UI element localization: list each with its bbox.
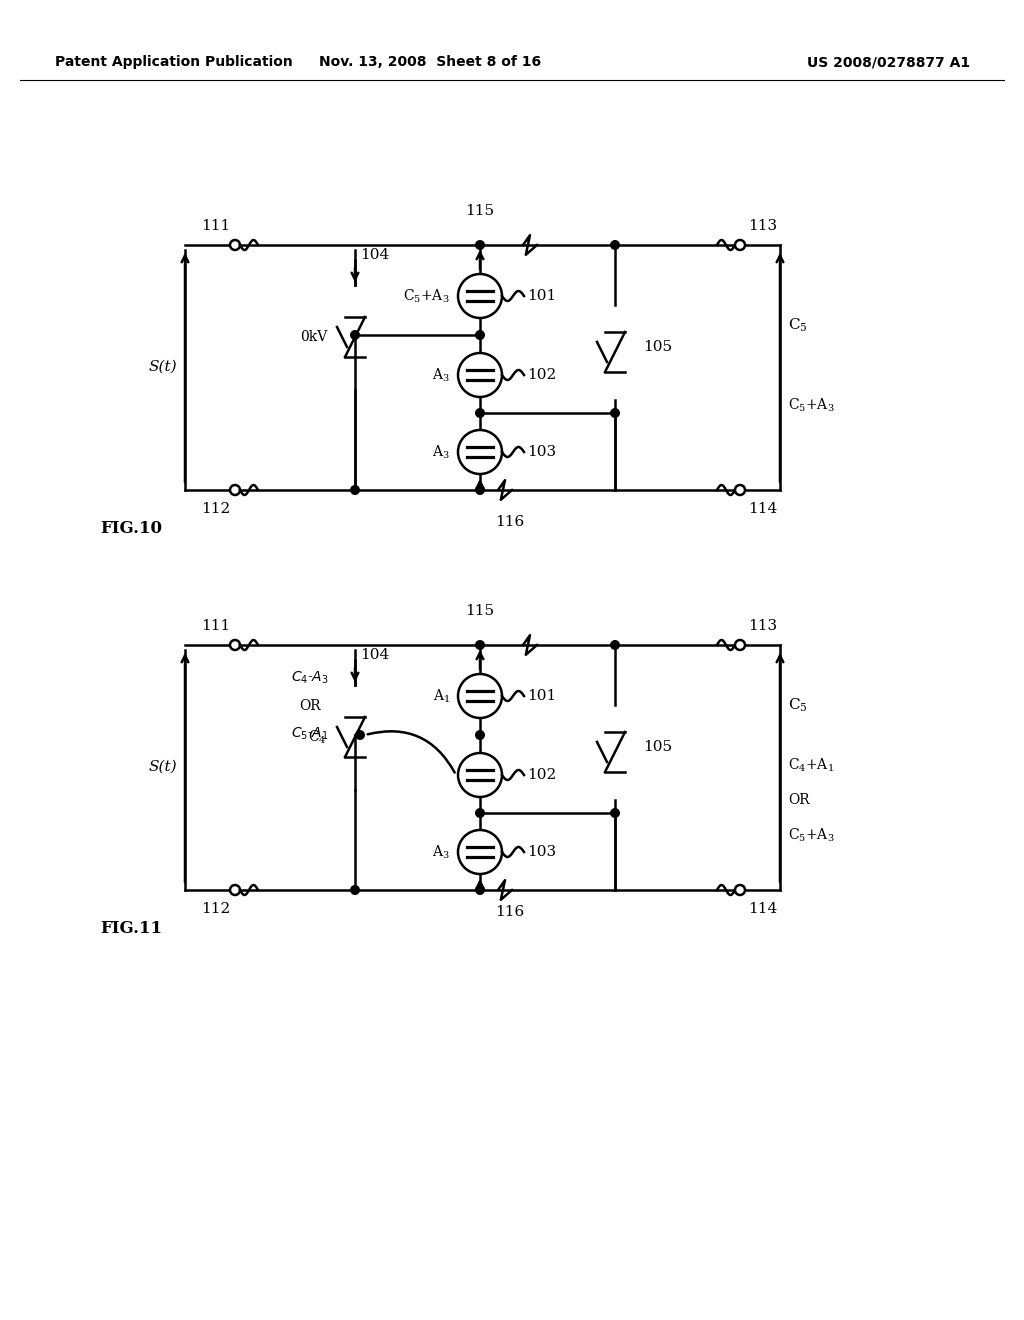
Text: 101: 101 [527, 289, 556, 304]
Circle shape [610, 808, 620, 818]
Text: 113: 113 [748, 219, 777, 234]
Text: 114: 114 [748, 902, 777, 916]
Circle shape [355, 730, 365, 741]
Circle shape [230, 884, 240, 895]
Text: $C_4$-$A_3$: $C_4$-$A_3$ [291, 669, 329, 686]
Circle shape [458, 675, 502, 718]
Circle shape [230, 640, 240, 649]
Text: 115: 115 [466, 605, 495, 618]
Circle shape [230, 240, 240, 249]
Text: 102: 102 [527, 368, 556, 381]
Text: 112: 112 [201, 902, 230, 916]
Circle shape [475, 240, 485, 249]
Circle shape [475, 808, 485, 818]
Circle shape [350, 884, 360, 895]
Text: Patent Application Publication: Patent Application Publication [55, 55, 293, 69]
Circle shape [350, 330, 360, 341]
Text: $C_5$-$A_1$: $C_5$-$A_1$ [291, 726, 329, 742]
Circle shape [475, 884, 485, 895]
Text: S(t): S(t) [148, 760, 177, 774]
Text: $\mathregular{A_1}$: $\mathregular{A_1}$ [433, 688, 450, 705]
Text: 104: 104 [360, 248, 389, 261]
Text: $\mathregular{C_5}$+$\mathregular{A_3}$: $\mathregular{C_5}$+$\mathregular{A_3}$ [788, 826, 835, 843]
Text: $\mathregular{C_5}$: $\mathregular{C_5}$ [788, 697, 808, 714]
Circle shape [475, 330, 485, 341]
Circle shape [458, 352, 502, 397]
Circle shape [735, 884, 745, 895]
Text: $\mathregular{C_5}$+$\mathregular{A_3}$: $\mathregular{C_5}$+$\mathregular{A_3}$ [403, 288, 450, 305]
Text: 101: 101 [527, 689, 556, 704]
Text: 105: 105 [643, 741, 672, 754]
Text: FIG.11: FIG.11 [100, 920, 162, 937]
Text: 112: 112 [201, 502, 230, 516]
Circle shape [458, 830, 502, 874]
Text: 114: 114 [748, 502, 777, 516]
Text: $\mathregular{C_5}$: $\mathregular{C_5}$ [788, 317, 808, 334]
Text: Nov. 13, 2008  Sheet 8 of 16: Nov. 13, 2008 Sheet 8 of 16 [318, 55, 541, 69]
Circle shape [475, 730, 485, 741]
Text: 102: 102 [527, 768, 556, 781]
Text: OR: OR [788, 793, 810, 807]
Text: FIG.10: FIG.10 [100, 520, 162, 537]
Text: 105: 105 [643, 341, 672, 354]
Circle shape [350, 484, 360, 495]
Circle shape [475, 408, 485, 418]
Circle shape [735, 484, 745, 495]
Text: US 2008/0278877 A1: US 2008/0278877 A1 [807, 55, 970, 69]
Circle shape [610, 408, 620, 418]
Text: 111: 111 [201, 619, 230, 634]
Text: $\mathregular{A_3}$: $\mathregular{A_3}$ [432, 843, 450, 861]
Text: $\mathregular{C_5}$+$\mathregular{A_3}$: $\mathregular{C_5}$+$\mathregular{A_3}$ [788, 396, 835, 413]
Text: OR: OR [299, 700, 321, 713]
Circle shape [230, 484, 240, 495]
Circle shape [475, 640, 485, 649]
Text: $\mathregular{A_3}$: $\mathregular{A_3}$ [432, 444, 450, 461]
Circle shape [458, 275, 502, 318]
Circle shape [735, 240, 745, 249]
Circle shape [475, 484, 485, 495]
Text: 116: 116 [496, 515, 524, 529]
Text: 0kV: 0kV [300, 330, 327, 345]
Text: 113: 113 [748, 619, 777, 634]
Text: 104: 104 [360, 648, 389, 663]
Circle shape [610, 240, 620, 249]
Text: $\mathregular{A_3}$: $\mathregular{A_3}$ [432, 366, 450, 384]
Circle shape [735, 640, 745, 649]
Circle shape [458, 430, 502, 474]
Text: S(t): S(t) [148, 360, 177, 374]
Text: 103: 103 [527, 845, 556, 859]
Circle shape [458, 752, 502, 797]
Text: 116: 116 [496, 906, 524, 919]
Text: $\mathregular{C_4}$+$\mathregular{A_1}$: $\mathregular{C_4}$+$\mathregular{A_1}$ [788, 756, 834, 774]
Text: 103: 103 [527, 445, 556, 459]
Text: 115: 115 [466, 205, 495, 218]
Circle shape [610, 640, 620, 649]
Text: $\mathregular{C_4}$: $\mathregular{C_4}$ [308, 729, 327, 746]
Text: 111: 111 [201, 219, 230, 234]
